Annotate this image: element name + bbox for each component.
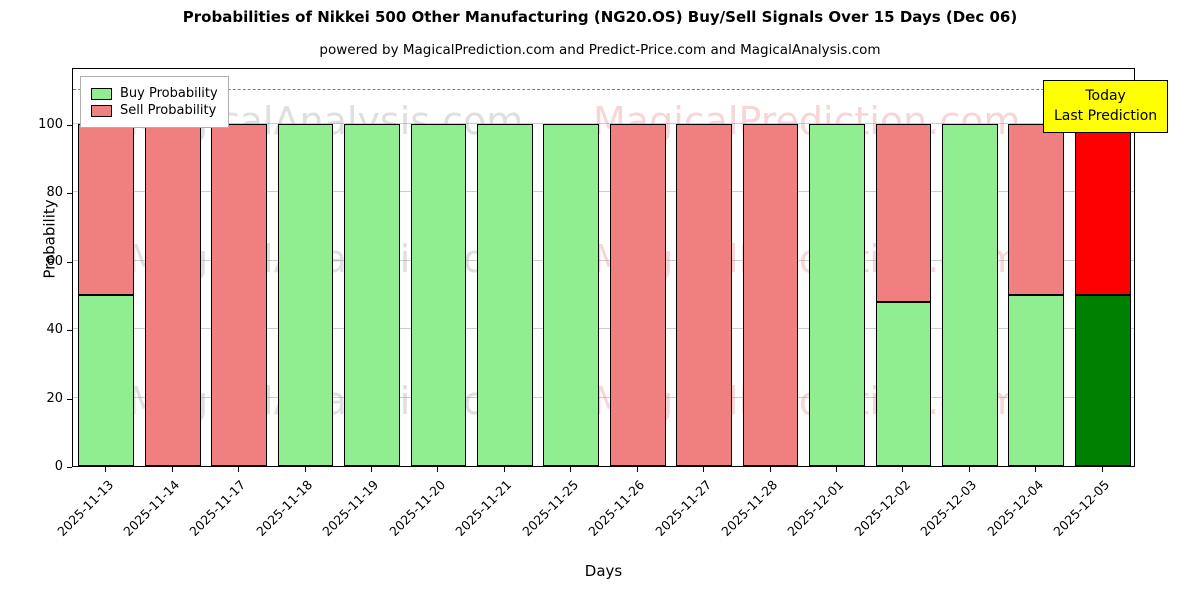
x-tick-mark	[769, 467, 771, 472]
today-annotation-line1: Today	[1085, 88, 1126, 104]
x-tick-label: 2025-12-04	[983, 477, 1046, 539]
y-tick-label: 40	[46, 322, 63, 338]
bar-sell	[742, 124, 799, 466]
y-gridline	[73, 123, 1134, 125]
bar-buy	[78, 295, 135, 466]
bar-buy	[875, 301, 932, 466]
bar-buy	[809, 124, 865, 466]
bar-sell	[78, 124, 135, 296]
bar-sell	[609, 124, 666, 466]
y-tick-label: 20	[46, 390, 63, 406]
x-tick-label: 2025-11-28	[718, 477, 781, 539]
x-tick-mark	[105, 467, 107, 472]
x-tick-label: 2025-12-05	[1050, 477, 1113, 539]
bar-sell	[144, 124, 201, 466]
bar-buy	[277, 124, 334, 466]
x-tick-label: 2025-11-14	[120, 477, 183, 539]
x-tick-mark	[570, 467, 572, 472]
x-tick-mark	[968, 467, 970, 472]
bar-buy-today	[1074, 295, 1131, 466]
x-tick-mark	[503, 467, 505, 472]
today-annotation: Today Last Prediction	[1043, 80, 1169, 133]
bar-sell-today	[1074, 124, 1131, 296]
y-gridline	[73, 396, 1134, 398]
x-tick-mark	[902, 467, 904, 472]
y-gridline	[73, 191, 1134, 193]
legend: Buy Probability Sell Probability	[80, 76, 229, 128]
chart-title: Probabilities of Nikkei 500 Other Manufa…	[182, 8, 1018, 26]
y-tick-label: 60	[46, 253, 63, 269]
x-tick-label: 2025-11-26	[585, 477, 648, 539]
bar-buy	[942, 124, 998, 466]
x-tick-mark	[703, 467, 705, 472]
x-tick-label: 2025-11-13	[53, 477, 116, 539]
x-tick-label: 2025-12-03	[917, 477, 980, 539]
x-tick-mark	[437, 467, 439, 472]
y-tick-label: 100	[38, 117, 63, 133]
today-annotation-line2: Last Prediction	[1054, 108, 1158, 125]
dashed-threshold-line	[73, 88, 1134, 90]
bar-buy	[476, 124, 533, 466]
y-gridline	[73, 259, 1134, 261]
bar-sell	[875, 124, 932, 302]
y-tick-mark	[67, 261, 72, 263]
x-tick-mark	[238, 467, 240, 472]
x-tick-label: 2025-11-25	[518, 477, 581, 539]
y-tick-mark	[67, 330, 72, 332]
chart-subtitle: powered by MagicalPrediction.com and Pre…	[319, 42, 881, 58]
x-tick-label: 2025-11-17	[186, 477, 249, 539]
legend-buy-label: Buy Probability	[120, 86, 218, 101]
y-gridline	[73, 328, 1134, 330]
bar-sell	[1008, 124, 1065, 296]
x-axis-title: Days	[584, 562, 623, 580]
legend-sell-label: Sell Probability	[120, 103, 217, 118]
bar-buy	[1008, 295, 1065, 466]
bar-sell	[676, 124, 733, 466]
x-tick-label: 2025-11-27	[651, 477, 714, 539]
x-tick-label: 2025-11-21	[452, 477, 515, 539]
y-tick-mark	[67, 398, 72, 400]
buy-swatch-icon	[91, 87, 112, 100]
x-tick-mark	[836, 467, 838, 472]
bar-buy	[410, 124, 467, 466]
x-tick-mark	[304, 467, 306, 472]
y-tick-label: 80	[46, 185, 63, 201]
x-tick-label: 2025-11-20	[386, 477, 449, 539]
x-tick-mark	[1035, 467, 1037, 472]
y-tick-label: 0	[54, 459, 63, 474]
bar-buy	[344, 124, 400, 466]
y-tick-mark	[67, 125, 72, 127]
x-tick-mark	[171, 467, 173, 472]
plot-area: MagicalAnalysis.com MagicalPrediction.com…	[72, 68, 1135, 467]
x-tick-label: 2025-12-02	[851, 477, 914, 539]
x-tick-label: 2025-11-19	[319, 477, 382, 539]
legend-row-buy: Buy Probability	[91, 86, 218, 101]
x-tick-mark	[636, 467, 638, 472]
bar-sell	[211, 124, 267, 466]
y-tick-mark	[67, 193, 72, 195]
sell-swatch-icon	[91, 104, 112, 117]
x-tick-label: 2025-12-01	[784, 477, 847, 539]
y-tick-mark	[67, 467, 72, 468]
x-tick-mark	[370, 467, 372, 472]
bar-buy	[543, 124, 600, 466]
x-tick-mark	[1101, 467, 1103, 472]
x-tick-label: 2025-11-18	[253, 477, 316, 539]
legend-row-sell: Sell Probability	[91, 103, 218, 118]
